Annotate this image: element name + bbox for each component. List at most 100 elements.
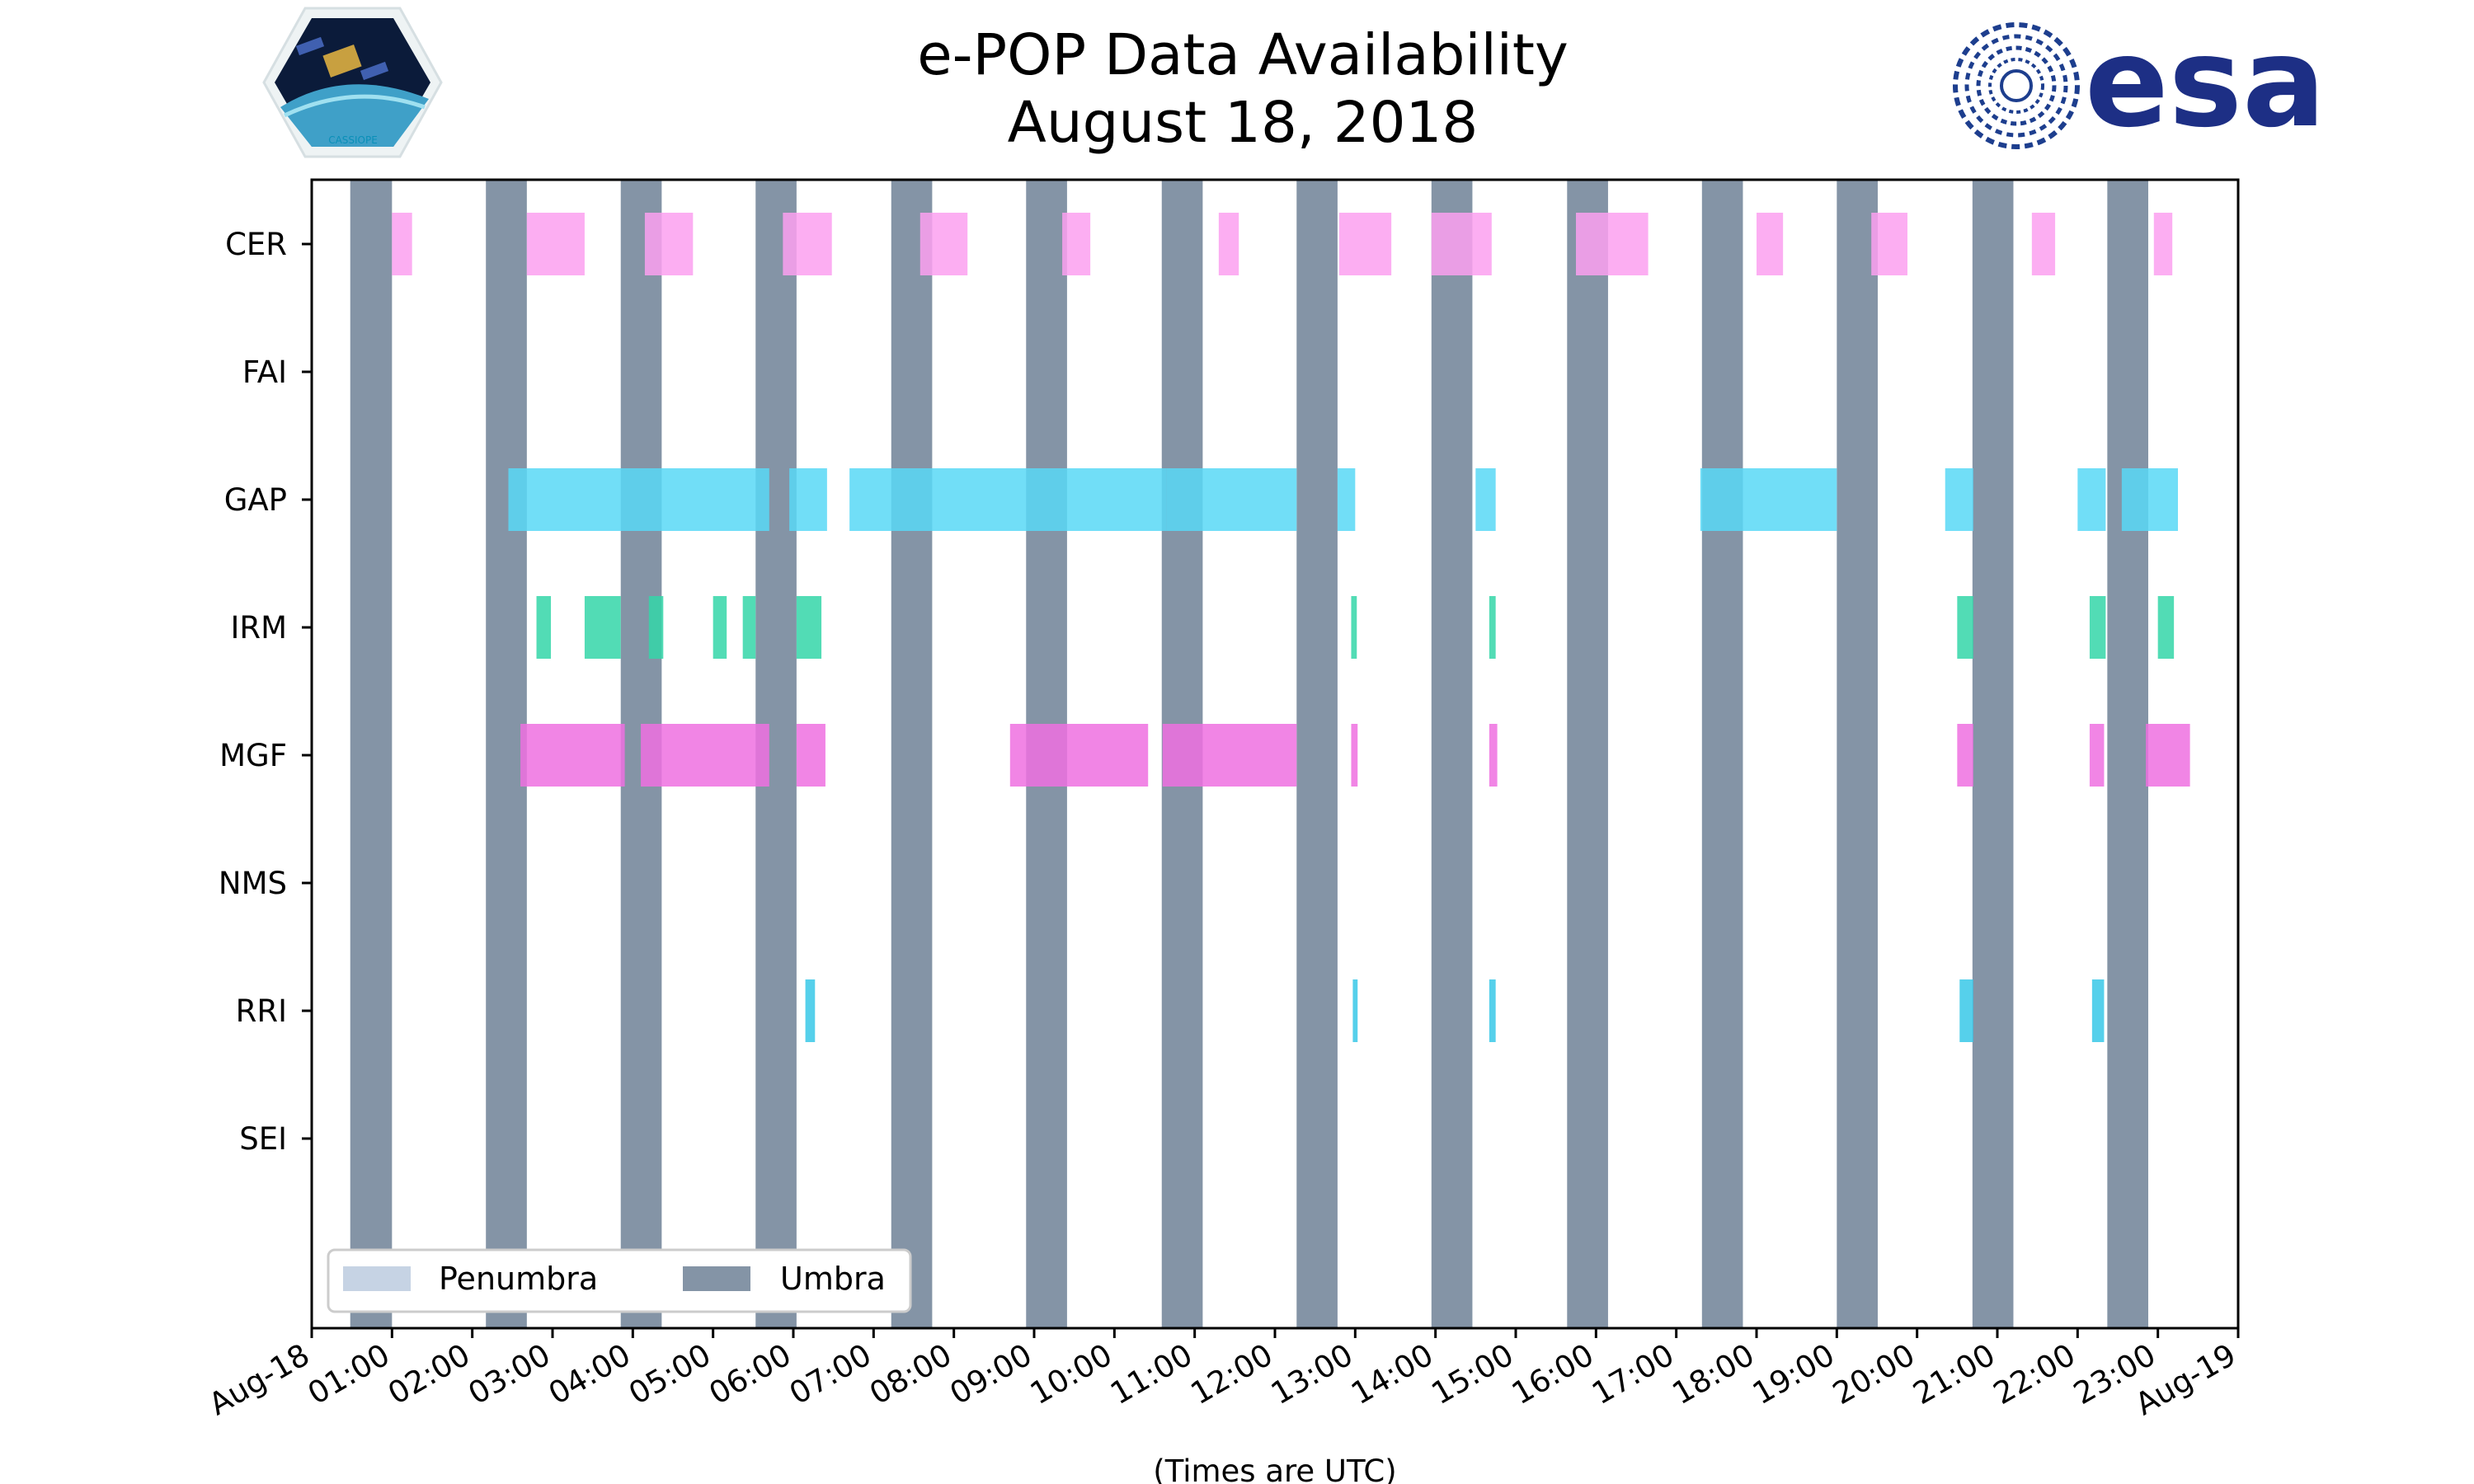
bar-rri <box>1489 979 1496 1042</box>
bar-mgf <box>1489 724 1498 787</box>
esa-logo-text: esa <box>2085 12 2326 155</box>
bar-gap <box>849 468 1167 531</box>
bar-cer <box>920 213 968 275</box>
x-tick-label: 08:00 <box>863 1337 957 1412</box>
bar-gap <box>1337 468 1356 531</box>
umbra-band <box>2107 180 2148 1328</box>
x-tick-label: 09:00 <box>944 1337 1038 1412</box>
y-tick-label: SEI <box>239 1121 287 1157</box>
bar-mgf <box>2146 724 2190 787</box>
legend-umbra-swatch <box>683 1266 750 1291</box>
legend-umbra-label: Umbra <box>780 1261 886 1297</box>
bar-irm <box>2089 596 2106 659</box>
x-tick-label: 21:00 <box>1907 1337 2001 1412</box>
esa-logo: esa <box>1953 12 2326 155</box>
x-axis: Aug-1801:0002:0003:0004:0005:0006:0007:0… <box>203 1328 2242 1423</box>
x-tick-label: 17:00 <box>1586 1337 1680 1412</box>
bar-cer <box>644 213 694 275</box>
bar-cer <box>783 213 832 275</box>
bar-mgf <box>1162 724 1297 787</box>
bar-cer <box>2031 213 2056 275</box>
bar-cer <box>1871 213 1907 275</box>
umbra-band <box>486 180 527 1328</box>
bar-irm <box>584 596 621 659</box>
bar-mgf <box>641 724 769 787</box>
bar-cer <box>526 213 585 275</box>
bar-mgf <box>520 724 625 787</box>
x-tick-label: 22:00 <box>1987 1337 2081 1412</box>
bar-cer <box>1576 213 1649 275</box>
bar-cer <box>1757 213 1784 275</box>
bar-cer <box>1062 213 1091 275</box>
umbra-band <box>350 180 393 1328</box>
y-tick-label: RRI <box>236 993 287 1029</box>
x-tick-label: 04:00 <box>543 1337 637 1412</box>
bar-gap <box>1166 468 1297 531</box>
umbra-band <box>1837 180 1878 1328</box>
x-tick-label: 10:00 <box>1024 1337 1118 1412</box>
bar-rri <box>805 979 816 1042</box>
y-tick-label: MGF <box>219 738 287 773</box>
bar-irm <box>536 596 552 659</box>
umbra-bands <box>350 180 2148 1328</box>
y-tick-label: NMS <box>219 866 287 901</box>
instrument-bars <box>392 213 2190 1042</box>
x-tick-label: 02:00 <box>382 1337 476 1412</box>
y-axis: CER FAI GAP IRM MGF NMS RRI SEI <box>219 227 312 1157</box>
y-tick-label: FAI <box>242 355 287 390</box>
esa-swirl-icon <box>1953 22 2080 149</box>
bar-mgf <box>2089 724 2105 787</box>
bar-mgf <box>1351 724 1358 787</box>
umbra-band <box>1972 180 2014 1328</box>
bar-gap <box>508 468 769 531</box>
x-tick-label: Aug-18 <box>203 1337 315 1423</box>
chart-title: e-POP Data Availability <box>917 22 1569 88</box>
bar-cer <box>1218 213 1239 275</box>
bar-rri <box>1352 979 1358 1042</box>
bar-gap <box>789 468 827 531</box>
x-tick-label: 03:00 <box>463 1337 557 1412</box>
bar-gap <box>2121 468 2178 531</box>
bar-mgf <box>1957 724 1973 787</box>
bar-cer <box>2153 213 2173 275</box>
umbra-band <box>1701 180 1743 1328</box>
x-tick-label: 13:00 <box>1265 1337 1359 1412</box>
bar-irm <box>713 596 727 659</box>
cassiope-logo: CASSIOPE <box>262 7 443 158</box>
x-tick-label: 19:00 <box>1747 1337 1841 1412</box>
bar-irm <box>742 596 756 659</box>
umbra-band <box>1567 180 1608 1328</box>
x-tick-label: 14:00 <box>1345 1337 1439 1412</box>
bar-irm <box>796 596 822 659</box>
bar-gap <box>1945 468 1973 531</box>
bar-irm <box>1957 596 1973 659</box>
bar-irm <box>1351 596 1357 659</box>
x-tick-label: 05:00 <box>623 1337 717 1412</box>
bar-gap <box>2077 468 2106 531</box>
x-tick-label: 15:00 <box>1426 1337 1520 1412</box>
umbra-band <box>1296 180 1338 1328</box>
x-tick-label: 11:00 <box>1104 1337 1198 1412</box>
chart-subtitle: August 18, 2018 <box>1008 90 1479 156</box>
x-tick-label: 16:00 <box>1506 1337 1600 1412</box>
x-axis-label: (Times are UTC) <box>1153 1453 1396 1484</box>
y-tick-label: CER <box>225 227 287 262</box>
bar-irm <box>648 596 664 659</box>
bar-irm <box>1489 596 1496 659</box>
x-tick-label: 07:00 <box>783 1337 877 1412</box>
bar-rri <box>1959 979 1973 1042</box>
umbra-band <box>891 180 933 1328</box>
bar-gap <box>1700 468 1837 531</box>
legend: Penumbra Umbra <box>327 1248 912 1313</box>
bar-rri <box>2091 979 2105 1042</box>
legend-penumbra-label: Penumbra <box>439 1261 598 1297</box>
bar-cer <box>1338 213 1392 275</box>
x-tick-label: 12:00 <box>1185 1337 1279 1412</box>
bar-cer <box>1431 213 1492 275</box>
bar-gap <box>1475 468 1496 531</box>
x-tick-label: 18:00 <box>1667 1337 1761 1412</box>
x-tick-label: 20:00 <box>1827 1337 1921 1412</box>
cassiope-logo-label: CASSIOPE <box>328 134 378 146</box>
x-tick-label: 01:00 <box>302 1337 396 1412</box>
